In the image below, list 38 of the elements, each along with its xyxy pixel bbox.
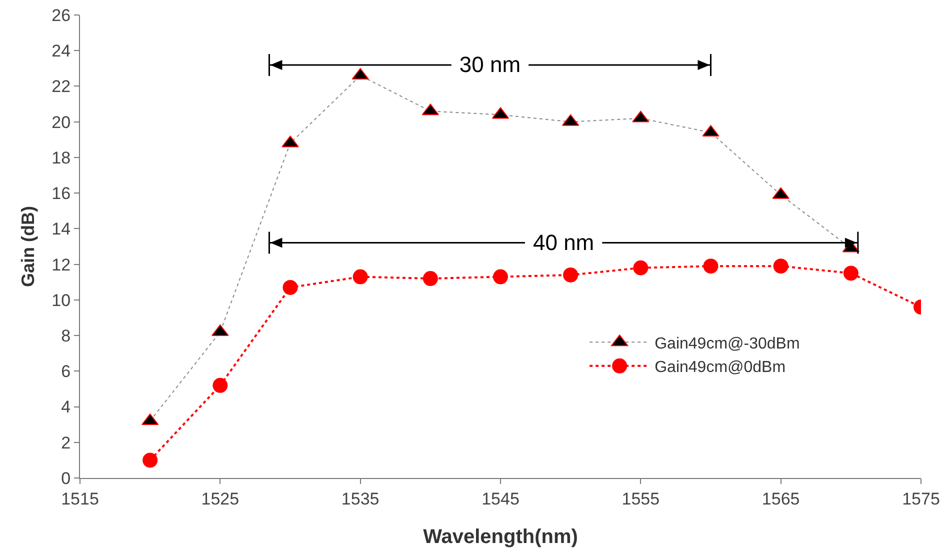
x-tick-label: 1555	[622, 489, 660, 508]
point	[493, 269, 508, 284]
y-tick-label: 24	[52, 42, 71, 61]
x-axis-title: Wavelength(nm)	[423, 526, 578, 548]
point	[633, 260, 648, 276]
annotation: 40 nm	[532, 230, 594, 255]
y-axis-title: Gain (dB)	[18, 206, 38, 287]
y-tick-label: 12	[52, 255, 71, 274]
y-tick-label: 4	[61, 398, 71, 417]
point	[773, 258, 788, 274]
point	[703, 258, 718, 274]
x-tick-label: 1525	[201, 489, 240, 508]
y-tick-label: 14	[52, 220, 71, 239]
point	[282, 280, 298, 295]
y-tick-label: 18	[52, 148, 71, 168]
point	[142, 452, 158, 468]
y-tick-label: 8	[61, 326, 71, 346]
legend-label: Gain49cm@0dBm	[654, 359, 786, 376]
point	[352, 269, 368, 284]
x-tick-label: 1575	[902, 489, 940, 508]
y-tick-label: 2	[61, 433, 71, 452]
y-tick-label: 0	[61, 468, 71, 488]
point	[563, 267, 578, 282]
y-tick-label: 22	[52, 77, 71, 96]
x-tick-label: 1515	[61, 489, 99, 508]
y-tick-label: 26	[52, 6, 71, 25]
y-tick-label: 6	[61, 362, 71, 382]
x-tick-label: 1545	[482, 489, 520, 508]
y-tick-label: 10	[52, 290, 71, 310]
legend-label: Gain49cm@-30dBm	[654, 335, 800, 352]
point	[843, 266, 858, 281]
x-tick-label: 1565	[762, 489, 800, 508]
point	[422, 271, 438, 286]
x-tick-label: 1535	[341, 489, 380, 508]
y-tick-label: 20	[52, 112, 71, 132]
annotation: 30 nm	[459, 52, 521, 78]
y-tick-label: 16	[52, 184, 71, 204]
point	[212, 378, 228, 393]
